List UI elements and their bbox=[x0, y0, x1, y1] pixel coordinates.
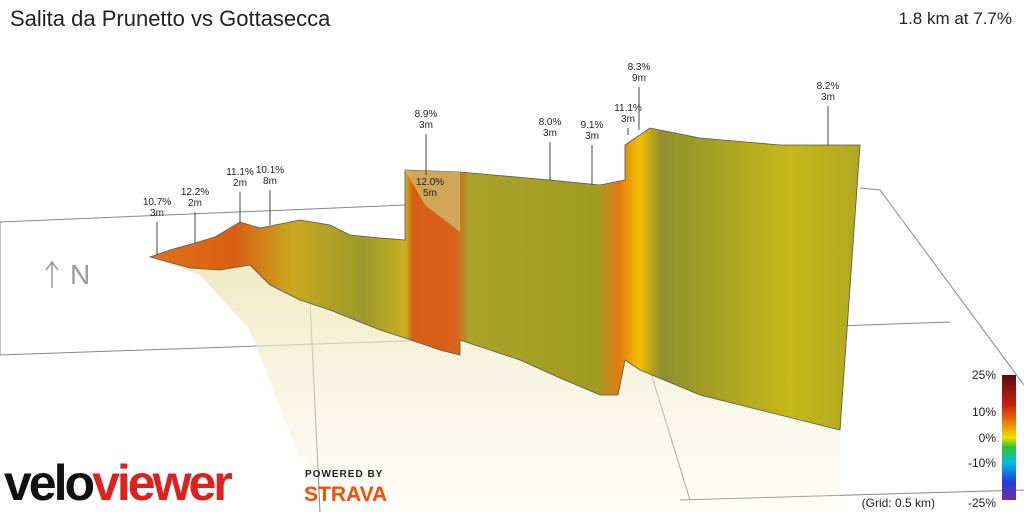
color-scale bbox=[1002, 375, 1016, 500]
annotation-grade: 10.1% bbox=[256, 165, 284, 176]
compass bbox=[45, 260, 59, 288]
annotation-length: 3m bbox=[543, 128, 557, 139]
logo-viewer: viewer bbox=[92, 455, 232, 511]
legend-label: 25% bbox=[972, 368, 996, 382]
legend-label: 10% bbox=[972, 405, 996, 419]
annotation-length: 2m bbox=[188, 198, 202, 209]
powered-by: POWERED BY bbox=[305, 469, 383, 480]
summary: 1.8 km at 7.7% bbox=[899, 9, 1012, 28]
legend: 25% 10% 0% -10% -25% bbox=[968, 368, 996, 510]
legend-label: -25% bbox=[968, 496, 996, 510]
annotation-length: 3m bbox=[419, 120, 433, 131]
annotation-length: 2m bbox=[233, 178, 247, 189]
profile-top bbox=[405, 170, 460, 232]
annotation-grade: 8.9% bbox=[415, 109, 438, 120]
legend-label: -10% bbox=[968, 456, 996, 470]
annotation-grade: 8.2% bbox=[817, 81, 840, 92]
annotation-grade: 9.1% bbox=[581, 120, 604, 131]
annotation-length: 3m bbox=[585, 131, 599, 142]
annotation-length: 9m bbox=[632, 73, 646, 84]
legend-label: 0% bbox=[979, 431, 997, 445]
annotation-length: 5m bbox=[423, 188, 437, 199]
annotations: 10.7%3m12.2%2m11.1%2m10.1%8m8.9%3m12.0%5… bbox=[143, 62, 840, 255]
logo-velo: velo bbox=[4, 455, 94, 511]
annotation-grade: 8.0% bbox=[539, 117, 562, 128]
logo: veloviewer bbox=[4, 455, 232, 511]
annotation-grade: 12.0% bbox=[416, 177, 444, 188]
compass-label: N bbox=[70, 259, 90, 290]
annotation-grade: 8.3% bbox=[628, 62, 651, 73]
annotation-length: 3m bbox=[821, 92, 835, 103]
annotation-grade: 11.1% bbox=[226, 167, 254, 178]
title: Salita da Prunetto vs Gottasecca bbox=[10, 6, 331, 31]
annotation-grade: 12.2% bbox=[181, 187, 209, 198]
strava: STRAVA bbox=[304, 483, 387, 506]
annotation-grade: 11.1% bbox=[614, 103, 642, 114]
annotation-length: 3m bbox=[621, 114, 635, 125]
annotation-length: 8m bbox=[263, 176, 277, 187]
annotation-grade: 10.7% bbox=[143, 197, 171, 208]
profile-ribbon bbox=[148, 127, 861, 431]
profile-shadow bbox=[150, 257, 840, 512]
annotation-length: 3m bbox=[150, 208, 164, 219]
grid-note: (Grid: 0.5 km) bbox=[862, 496, 935, 510]
